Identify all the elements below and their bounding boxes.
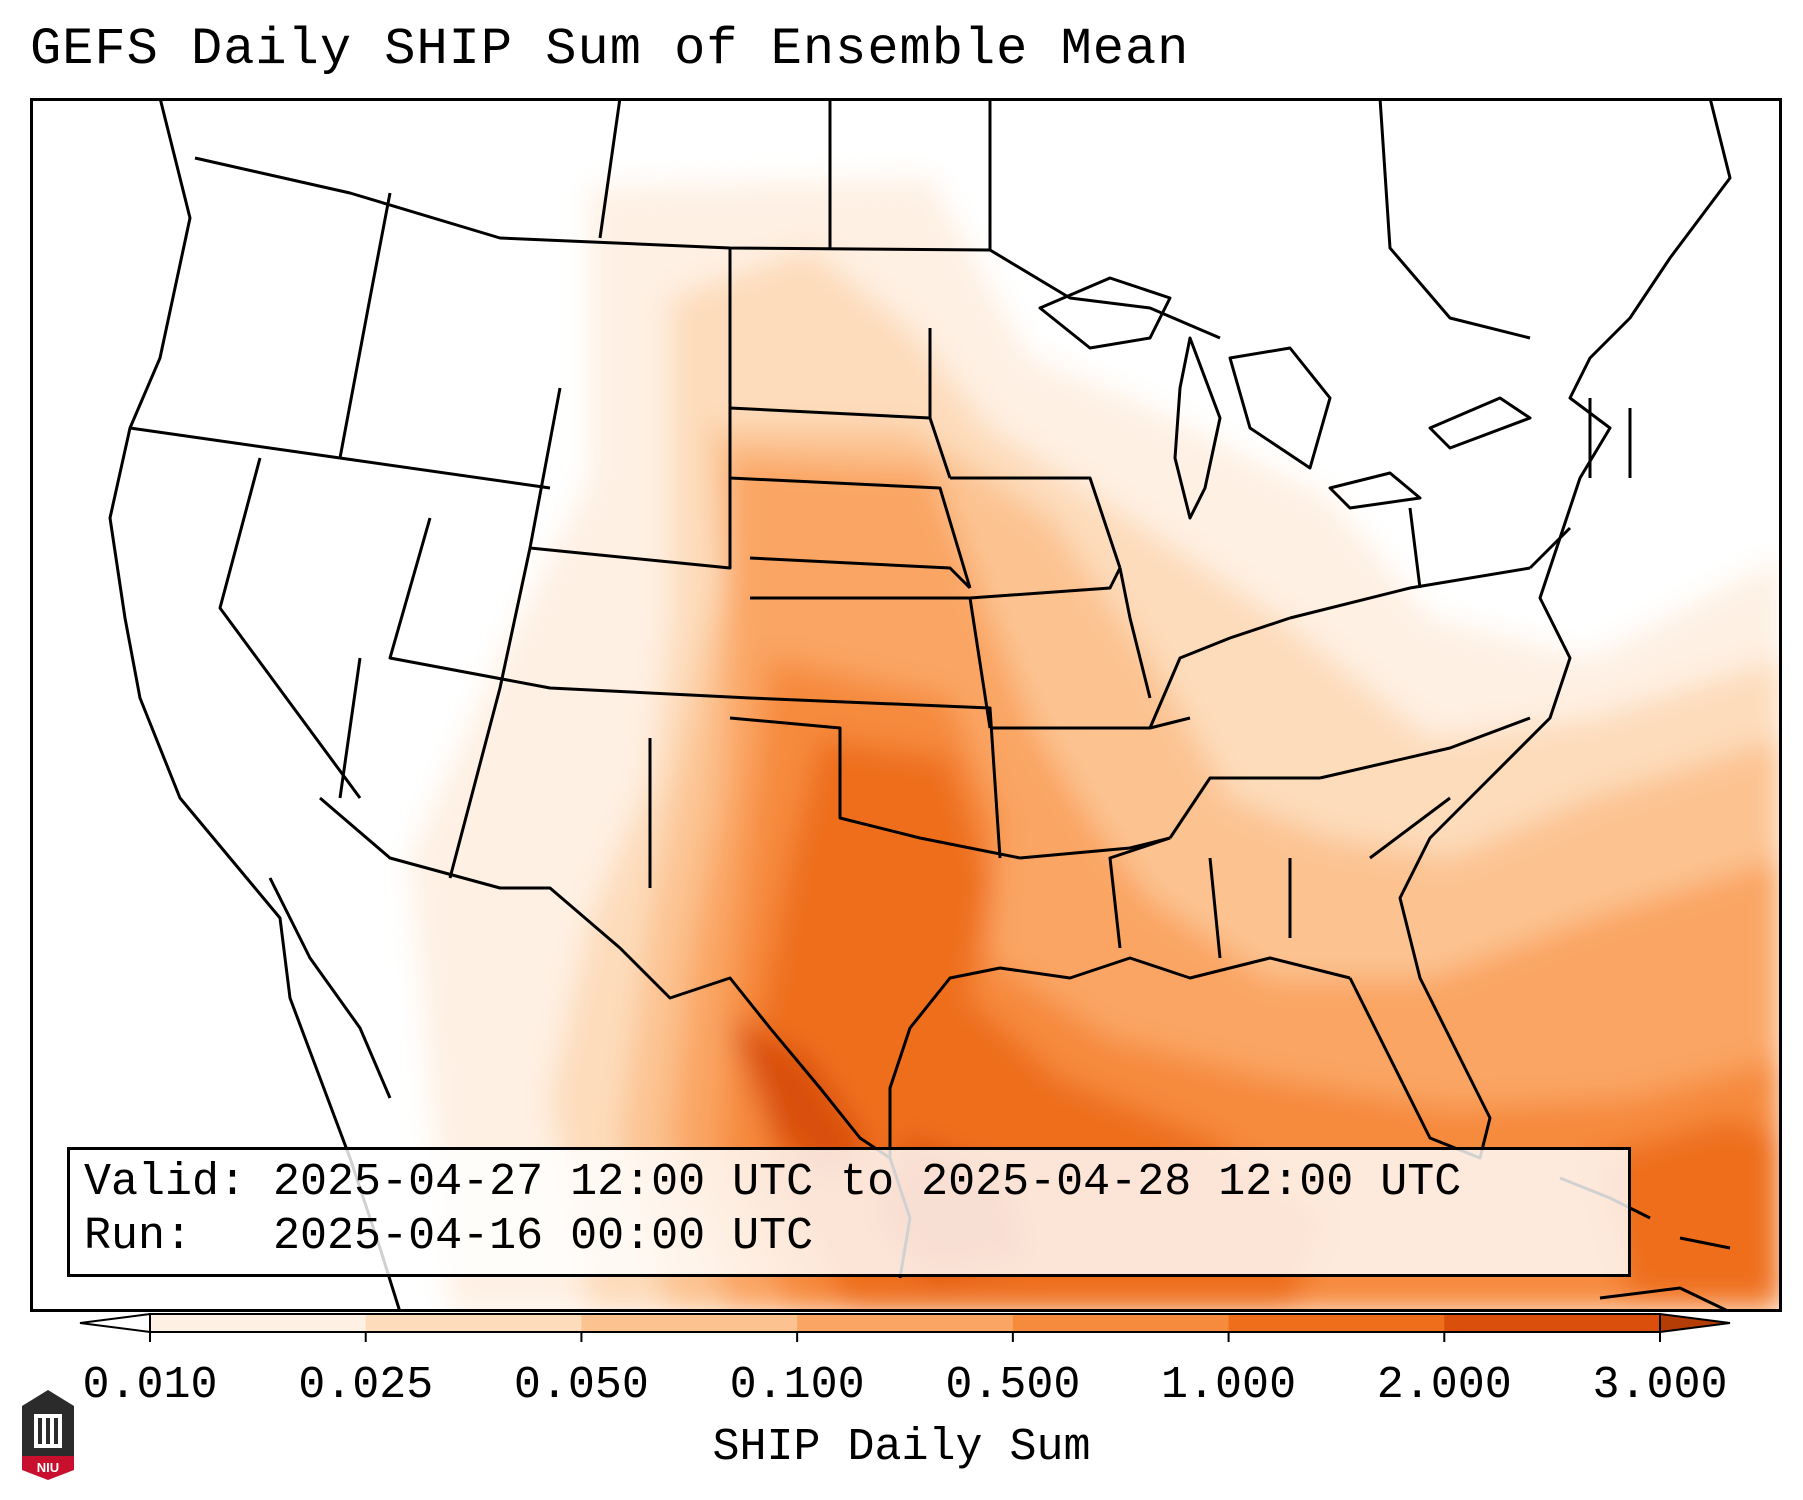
colorbar-tick-label: 0.010: [82, 1360, 218, 1411]
colorbar-outline: [149, 1313, 1661, 1333]
colorbar-segment: [150, 1314, 367, 1332]
chart-title: GEFS Daily SHIP Sum of Ensemble Mean: [30, 20, 1190, 79]
colorbar-segment: [365, 1314, 582, 1332]
map-frame: [30, 98, 1782, 1312]
logo-text: NIU: [37, 1460, 59, 1475]
colorbar-tick-label: 0.025: [298, 1360, 434, 1411]
colorbar-segment: [1228, 1314, 1445, 1332]
valid-row: Valid: 2025-04-27 12:00 UTC to 2025-04-2…: [84, 1156, 1614, 1210]
colorbar: [79, 1312, 1731, 1342]
colorbar-tick-label: 1.000: [1161, 1360, 1297, 1411]
map-panel: [30, 98, 1782, 1312]
colorbar-extend-low: [79, 1312, 151, 1334]
colorbar-segment: [1012, 1314, 1230, 1332]
valid-label: Valid:: [84, 1157, 247, 1208]
colorbar-tick-label: 0.100: [729, 1360, 865, 1411]
colorbar-label: SHIP Daily Sum: [712, 1422, 1091, 1473]
run-value: 2025-04-16 00:00 UTC: [273, 1211, 814, 1262]
colorbar-tick-label: 0.500: [945, 1360, 1081, 1411]
colorbar-tick-label: 3.000: [1592, 1360, 1728, 1411]
run-label: Run:: [84, 1211, 193, 1262]
colorbar-segment: [1444, 1314, 1661, 1332]
valid-run-box: Valid: 2025-04-27 12:00 UTC to 2025-04-2…: [67, 1147, 1631, 1277]
run-row: Run: 2025-04-16 00:00 UTC: [84, 1210, 1614, 1264]
colorbar-extend-high: [1659, 1312, 1731, 1334]
colorbar-tick-label: 2.000: [1376, 1360, 1512, 1411]
niu-logo-icon: NIU: [22, 1390, 74, 1480]
colorbar-tick-label: 0.050: [513, 1360, 649, 1411]
colorbar-segment: [797, 1314, 1014, 1332]
colorbar-segment: [581, 1314, 798, 1332]
valid-value: 2025-04-27 12:00 UTC to 2025-04-28 12:00…: [273, 1157, 1462, 1208]
map-outlines: [108, 98, 1732, 1312]
